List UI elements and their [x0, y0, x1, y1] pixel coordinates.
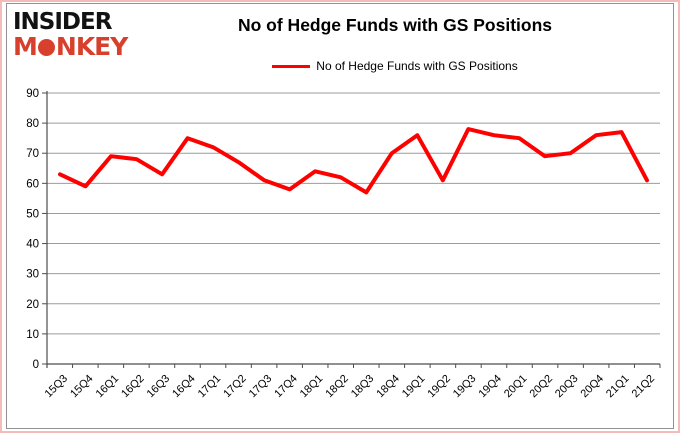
- x-category-label: 19Q4: [476, 373, 504, 401]
- series-line: [58, 127, 649, 195]
- legend-line-swatch: [272, 64, 311, 68]
- x-category-label: 21Q1: [604, 373, 632, 401]
- x-category-label: 15Q4: [68, 373, 96, 401]
- logo-text-monkey: M NKEY: [13, 32, 128, 62]
- y-tick-label: 40: [26, 239, 39, 251]
- insider-monkey-logo: INSIDER M NKEY: [13, 9, 128, 62]
- x-category-label: 19Q3: [451, 373, 479, 401]
- x-category-label: 18Q1: [298, 373, 326, 401]
- x-category-label: 19Q2: [425, 373, 453, 401]
- x-category-label: 17Q1: [196, 373, 224, 401]
- x-category-label: 20Q2: [528, 373, 556, 401]
- y-tick-label: 50: [26, 208, 39, 220]
- y-tick-label: 0: [33, 359, 39, 371]
- x-category-label: 16Q3: [145, 373, 173, 401]
- y-tick-label: 90: [26, 88, 39, 100]
- x-category-label: 16Q2: [119, 373, 147, 401]
- x-category-label: 18Q3: [349, 373, 377, 401]
- x-category-label: 16Q1: [94, 373, 122, 401]
- x-category-label: 18Q4: [374, 373, 402, 401]
- y-tick-label: 60: [26, 178, 39, 190]
- y-tick-label: 10: [26, 329, 39, 341]
- chart-legend: No of Hedge Funds with GS Positions: [132, 59, 658, 73]
- x-category-label: 21Q2: [630, 373, 658, 401]
- x-category-label: 19Q1: [400, 373, 428, 401]
- logo-text-insider: INSIDER: [13, 9, 112, 35]
- x-category-label: 16Q4: [170, 373, 198, 401]
- y-tick-label: 30: [26, 269, 39, 281]
- x-category-label: 17Q4: [272, 373, 300, 401]
- x-category-label: 20Q3: [553, 373, 581, 401]
- y-tick-label: 80: [26, 118, 39, 130]
- x-category-label: 20Q4: [579, 373, 607, 401]
- x-category-label: 17Q2: [221, 373, 249, 401]
- y-tick-label: 20: [26, 299, 39, 311]
- legend-label: No of Hedge Funds with GS Positions: [316, 59, 518, 73]
- logo-o-circle-icon: [37, 39, 55, 57]
- x-category-label: 15Q3: [43, 373, 71, 401]
- x-category-label: 18Q2: [323, 373, 351, 401]
- chart-title: No of Hedge Funds with GS Positions: [237, 15, 553, 35]
- y-tick-label: 70: [26, 148, 39, 160]
- x-category-label: 20Q1: [502, 373, 530, 401]
- x-category-label: 17Q3: [247, 373, 275, 401]
